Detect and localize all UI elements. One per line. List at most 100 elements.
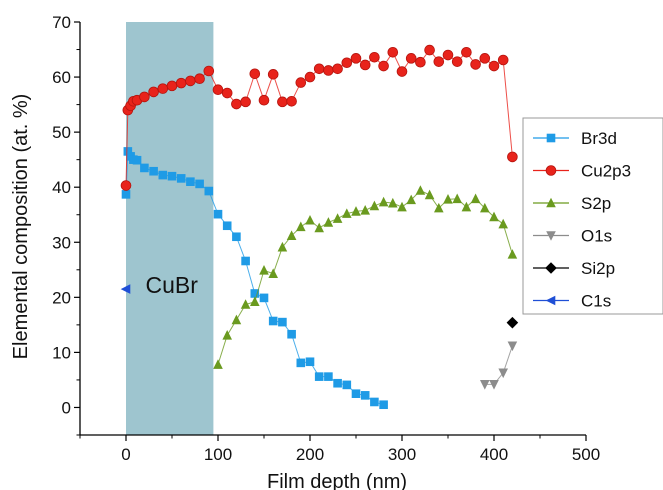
data-point-cu2p3 [405,53,417,64]
legend-label-br3d: Br3d [581,129,617,148]
y-tick-label: 50 [52,123,71,142]
legend-marker-s2p [546,197,556,208]
data-point-cu2p3 [194,73,205,85]
data-point-s2p [424,189,435,200]
data-point-cu2p3 [267,69,279,80]
data-point-s2p [369,200,380,211]
data-point-s2p [397,201,407,212]
data-point-br3d [360,391,370,400]
x-axis-title: Film depth (nm) [267,471,407,490]
legend-label-o1s: O1s [581,227,612,246]
legend-marker-cu2p3 [545,165,557,176]
data-point-o1s [489,380,499,390]
y-tick-label: 40 [52,178,71,197]
data-point-cu2p3 [166,80,178,92]
legend-marker-si2p [545,262,557,274]
data-point-cu2p3 [369,51,380,63]
data-point-s2p [286,230,297,240]
legend-item-s2p: S2p [533,194,611,213]
data-point-s2p [507,249,518,259]
data-point-br3d [342,380,352,390]
data-point-cu2p3 [433,56,445,67]
series-br3d [121,147,388,410]
data-point-cu2p3 [148,86,159,98]
series-s2p [213,185,518,369]
data-point-cu2p3 [451,56,463,67]
data-point-cu2p3 [442,49,454,61]
data-point-br3d [186,177,195,186]
data-point-cu2p3 [332,63,343,75]
y-tick-label: 70 [52,13,71,32]
data-point-br3d [213,209,223,219]
legend-label-si2p: Si2p [581,259,615,278]
data-point-br3d [121,190,131,199]
data-point-s2p [240,299,251,309]
legend-label-s2p: S2p [581,194,611,213]
data-point-cu2p3 [249,68,261,80]
data-point-s2p [332,213,343,223]
y-tick-label: 10 [52,343,71,362]
data-point-cu2p3 [470,59,481,70]
data-point-br3d [305,357,315,367]
x-tick-label: 500 [572,445,600,464]
data-point-s2p [259,265,269,275]
cubr-region-label: CuBr [145,272,198,298]
cubr-shaded-region [126,22,214,435]
data-point-cu2p3 [258,94,270,106]
data-point-cu2p3 [479,53,491,64]
data-point-br3d [158,170,168,180]
data-point-br3d [287,329,296,339]
data-point-cu2p3 [497,54,509,66]
data-point-br3d [140,163,149,173]
data-point-br3d [241,256,250,266]
data-point-s2p [323,217,334,227]
data-point-cu2p3 [488,60,500,72]
data-point-cu2p3 [240,96,251,108]
data-point-o1s [507,341,518,352]
data-point-cu2p3 [378,60,389,72]
data-point-s2p [314,222,324,233]
data-point-s2p [277,241,288,252]
data-point-br3d [259,293,269,303]
data-point-s2p [296,221,306,232]
data-point-cu2p3 [277,96,288,108]
data-point-s2p [268,268,278,278]
data-point-br3d [204,186,214,196]
data-point-cu2p3 [461,46,472,58]
data-point-s2p [305,214,315,225]
data-point-cu2p3 [157,83,169,94]
data-point-br3d [324,372,333,381]
data-point-br3d [333,378,342,388]
data-point-cu2p3 [341,57,353,69]
data-point-cu2p3 [120,180,132,191]
x-tick-label: 400 [480,445,508,464]
data-point-s2p [360,205,370,215]
data-point-br3d [176,174,186,183]
legend-marker-o1s [546,231,556,241]
ticks: 0 100 200 300 400 500 0 10 20 30 40 50 60 70 [52,13,600,464]
data-point-s2p [461,201,472,212]
data-point-br3d [195,179,204,189]
data-point-br3d [379,400,388,410]
data-point-cu2p3 [359,59,371,71]
legend-marker-c1s [545,295,556,306]
data-point-cu2p3 [350,53,362,64]
data-point-cu2p3 [415,56,426,68]
data-point-s2p [406,194,416,205]
data-point-br3d [222,221,232,231]
data-point-s2p [213,359,223,369]
data-point-br3d [132,155,142,165]
data-point-br3d [314,372,324,381]
legend-label-cu2p3: Cu2p3 [581,162,631,181]
data-point-br3d [296,358,306,368]
data-point-br3d [351,389,361,398]
data-point-c1s [120,284,131,294]
data-point-cu2p3 [175,77,187,89]
series-line-s2p [217,189,513,365]
legend-box [522,117,663,315]
data-point-cu2p3 [295,77,307,88]
data-point-o1s [498,368,508,379]
data-point-s2p [489,211,499,222]
legend-label-c1s: C1s [581,292,611,311]
y-tick-label: 20 [52,288,71,307]
